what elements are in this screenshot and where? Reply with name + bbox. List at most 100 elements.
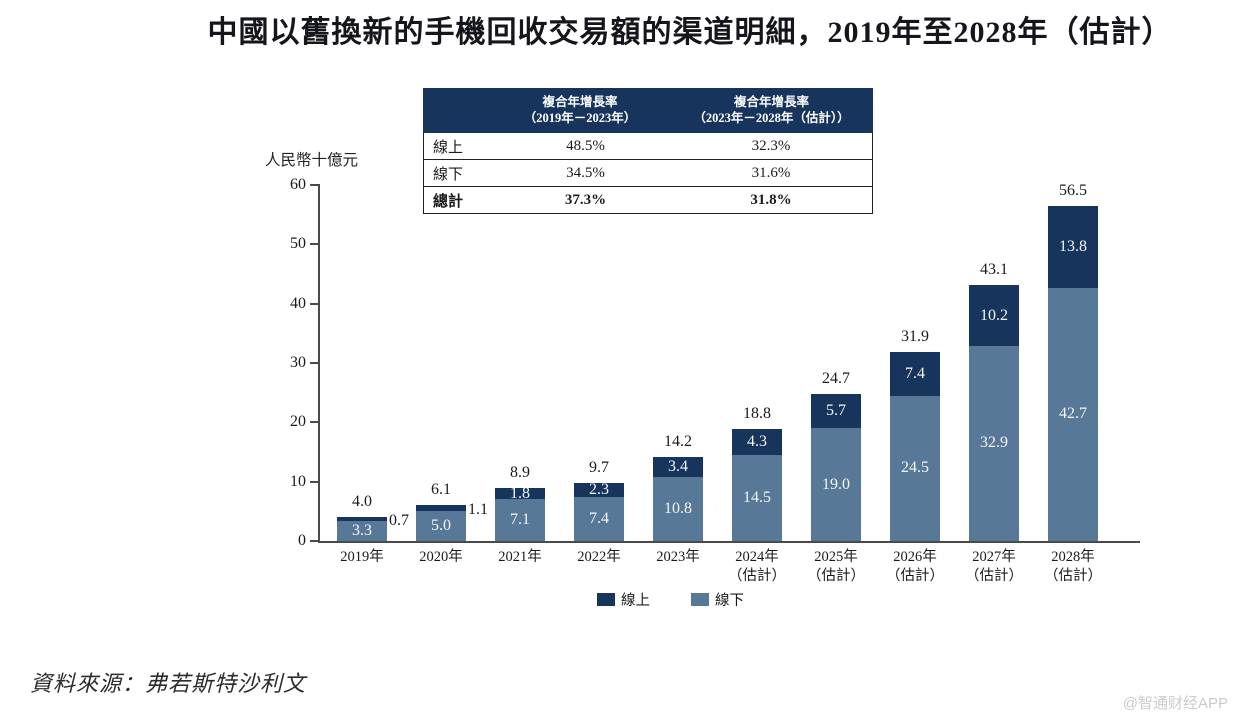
bar-online-label: 1.1 <box>468 501 488 519</box>
bar-online-label: 5.7 <box>826 402 846 420</box>
row-value: 34.5% <box>566 164 605 181</box>
bar-offline-label: 10.8 <box>664 499 692 517</box>
bar-total-label: 24.7 <box>822 370 850 388</box>
bar-online-label: 7.4 <box>905 364 925 382</box>
x-axis-label: 2024年 （估計） <box>728 549 786 584</box>
x-axis-label: 2020年 <box>419 549 463 565</box>
bar-segment-offline <box>416 511 466 541</box>
bar-total-label: 4.0 <box>352 493 372 511</box>
bar-segment-offline <box>574 497 624 541</box>
bar-segment-offline <box>811 428 861 541</box>
y-tick-label: 30 <box>290 354 306 371</box>
bar-segment-offline <box>969 345 1019 541</box>
bar-segment-online <box>1048 205 1098 288</box>
bar-segment-offline <box>653 476 703 541</box>
bar-total-label: 8.9 <box>510 464 530 482</box>
y-tick-label: 0 <box>298 532 306 549</box>
bar-offline-label: 5.0 <box>431 517 451 535</box>
bar-total-label: 31.9 <box>901 327 929 345</box>
chart-title: 中國以舊換新的手機回收交易額的渠道明細，2019年至2028年（估計） <box>207 16 1173 49</box>
bar-segment-online <box>732 429 782 455</box>
x-axis-label: 2019年 <box>340 549 384 565</box>
bar-total-label: 18.8 <box>743 405 771 423</box>
offline-color-swatch <box>691 593 709 606</box>
bar-online-label: 3.4 <box>668 457 688 475</box>
y-tick-mark <box>310 302 320 305</box>
bar-segment-online <box>811 394 861 429</box>
row-label: 線上 <box>433 139 464 156</box>
legend-label: 線下 <box>715 593 744 609</box>
table-row: 線上 48.5% 32.3% <box>424 133 872 159</box>
legend-item-offline: 線下 <box>691 589 744 610</box>
y-tick-label: 50 <box>290 235 306 253</box>
row-label: 總計 <box>433 193 464 210</box>
bar-offline-label: 32.9 <box>980 434 1008 452</box>
bar-segment-online <box>495 488 545 499</box>
y-tick-mark <box>310 421 320 424</box>
cagr-header-col2: 複合年增長率 （2023年－2028年（估計）） <box>693 95 850 125</box>
row-value: 31.6% <box>751 164 791 181</box>
source-note: 資料來源：弗若斯特沙利文 <box>30 671 307 696</box>
watermark: @智通财经APP <box>1122 695 1228 712</box>
bar-online-label: 4.3 <box>747 433 767 451</box>
bar-total-label: 14.2 <box>664 432 692 450</box>
y-tick-mark <box>310 184 320 186</box>
cagr-header-col1: 複合年增長率 （2019年－2023年） <box>523 95 637 125</box>
row-value: 37.3% <box>564 191 607 208</box>
table-row: 線下 34.5% 31.6% <box>424 159 872 186</box>
bar-total-label: 56.5 <box>1059 181 1087 199</box>
bar-segment-online <box>653 456 703 477</box>
bar-offline-label: 3.3 <box>352 522 372 540</box>
bar-segment-online <box>969 285 1019 346</box>
bar-segment-online <box>574 483 624 498</box>
bar-segment-offline <box>337 521 387 541</box>
bar-offline-label: 19.0 <box>822 475 850 493</box>
bar-segment-offline <box>890 395 940 541</box>
chart-legend: 線上 線下 <box>597 589 744 610</box>
x-axis-label: 2028年 （估計） <box>1044 549 1102 584</box>
bar-offline-label: 24.5 <box>901 459 929 477</box>
y-tick-label: 20 <box>290 413 306 431</box>
x-axis-label: 2021年 <box>498 549 542 565</box>
x-axis-label: 2022年 <box>577 549 621 565</box>
cagr-table-body: 線上 48.5% 32.3% 線下 34.5% 31.6% 總計 37.3% 3… <box>423 133 873 214</box>
row-value: 48.5% <box>566 137 605 154</box>
bar-total-label: 9.7 <box>589 459 609 477</box>
bar-online-label: 10.2 <box>980 306 1008 324</box>
cagr-table-header: 複合年增長率 （2019年－2023年） 複合年增長率 （2023年－2028年… <box>423 88 873 133</box>
x-axis-line <box>318 541 1140 543</box>
bar-segment-online <box>890 351 940 396</box>
y-tick-mark <box>310 362 320 364</box>
bar-segment-offline <box>495 498 545 541</box>
y-tick-mark <box>310 243 320 246</box>
bar-online-label: 0.7 <box>389 512 409 530</box>
x-axis-label: 2027年 （估計） <box>965 549 1023 584</box>
cagr-table: 複合年增長率 （2019年－2023年） 複合年增長率 （2023年－2028年… <box>423 88 873 214</box>
y-tick-mark <box>310 480 320 483</box>
online-color-swatch <box>597 593 615 606</box>
y-axis-unit-label: 人民幣十億元 <box>265 152 359 169</box>
y-tick-label: 10 <box>290 472 306 490</box>
row-label: 線下 <box>433 166 464 183</box>
row-value: 32.3% <box>751 137 791 154</box>
bar-total-label: 43.1 <box>980 261 1008 279</box>
legend-label: 線上 <box>621 593 650 609</box>
y-tick-label: 60 <box>290 176 306 193</box>
table-row-total: 總計 37.3% 31.8% <box>424 186 872 213</box>
x-axis-label: 2026年 （估計） <box>886 549 944 584</box>
y-tick-mark <box>310 540 320 542</box>
bar-offline-label: 14.5 <box>743 488 771 506</box>
x-axis-label: 2023年 <box>656 549 700 565</box>
x-axis-label: 2025年 （估計） <box>807 549 865 584</box>
bar-offline-label: 7.4 <box>589 510 609 528</box>
bar-offline-label: 7.1 <box>510 510 530 528</box>
y-tick-label: 40 <box>290 294 306 312</box>
bar-online-label: 13.8 <box>1059 237 1087 255</box>
bar-segment-online <box>416 504 466 512</box>
bar-online-label: 2.3 <box>589 481 609 499</box>
bar-segment-offline <box>732 454 782 541</box>
bar-total-label: 6.1 <box>431 480 451 498</box>
row-value: 31.8% <box>750 191 792 208</box>
